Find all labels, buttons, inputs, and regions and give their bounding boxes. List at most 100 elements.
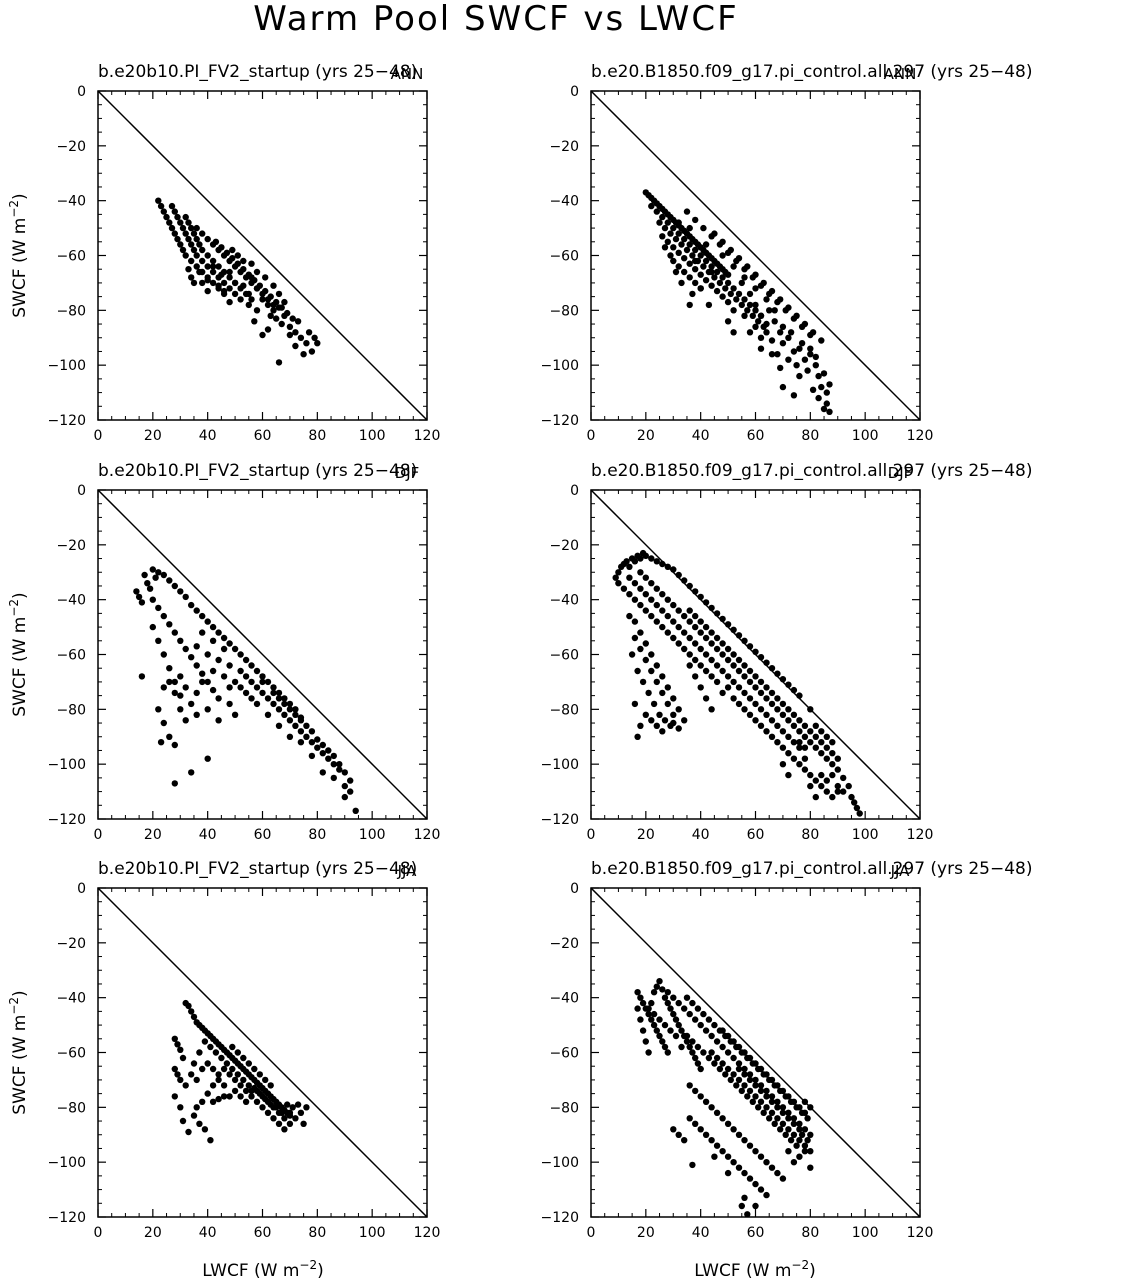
scatter-point — [672, 268, 680, 276]
scatter-point — [193, 1104, 200, 1111]
scatter-point — [648, 667, 655, 675]
scatter-point — [201, 1126, 209, 1133]
scatter-point — [237, 684, 244, 691]
scatter-point — [785, 1093, 792, 1100]
scatter-point — [155, 569, 162, 576]
scatter-point — [325, 755, 332, 762]
scatter-point — [724, 684, 732, 691]
scatter-point — [738, 1087, 745, 1095]
scatter-point — [735, 656, 743, 664]
scatter-point — [708, 268, 715, 276]
scatter-point — [779, 1175, 787, 1182]
scatter-point — [779, 700, 787, 708]
scatter-point — [713, 268, 721, 276]
scatter-point — [735, 1131, 743, 1139]
scatter-point — [774, 722, 781, 729]
scatter-point — [278, 320, 285, 328]
scatter-point — [675, 640, 682, 647]
scatter-point — [749, 312, 756, 319]
scatter-point — [659, 1038, 666, 1045]
scatter-point — [650, 989, 658, 996]
y-tick-label: 0 — [570, 881, 579, 897]
scatter-point — [284, 1101, 291, 1108]
scatter-point — [229, 1065, 236, 1073]
scatter-point — [160, 208, 167, 215]
scatter-point — [168, 202, 176, 210]
scatter-point — [209, 667, 217, 675]
scatter-point — [697, 285, 704, 292]
scatter-point — [653, 983, 660, 990]
scatter-point — [708, 640, 715, 647]
x-tick-label: 60 — [254, 827, 272, 843]
scatter-point — [763, 1087, 770, 1095]
scatter-point — [807, 739, 814, 746]
x-tick-label: 120 — [907, 428, 934, 444]
scatter-point — [692, 1120, 699, 1128]
scatter-point — [793, 312, 800, 319]
scatter-point — [149, 596, 156, 603]
scatter-point — [190, 1060, 198, 1067]
scatter-point — [264, 695, 272, 702]
scatter-point — [204, 1090, 211, 1097]
y-tick-label: −20 — [549, 139, 579, 155]
scatter-point — [752, 1180, 759, 1188]
scatter-point — [785, 304, 792, 311]
scatter-point — [686, 1082, 693, 1089]
scatter-point — [741, 637, 748, 644]
x-tick-label: 100 — [359, 1225, 386, 1241]
x-tick-label: 0 — [587, 827, 596, 843]
scatter-point — [160, 612, 167, 620]
scatter-point — [812, 744, 819, 751]
scatter-point — [722, 1071, 729, 1078]
x-tick-label: 0 — [587, 428, 596, 444]
scatter-point — [659, 986, 666, 993]
scatter-point — [177, 673, 184, 680]
scatter-point — [675, 219, 682, 226]
one-to-one-line — [97, 90, 428, 421]
scatter-point — [689, 1161, 696, 1169]
scatter-point — [749, 1098, 756, 1106]
scatter-point — [697, 684, 704, 691]
scatter-point — [812, 722, 819, 729]
scatter-point — [639, 1027, 647, 1034]
scatter-point — [204, 287, 211, 295]
scatter-point — [683, 1038, 691, 1045]
scatter-point — [755, 1104, 762, 1111]
scatter-point — [670, 711, 677, 718]
scatter-point — [746, 1071, 754, 1078]
scatter-point — [670, 994, 677, 1001]
scatter-point — [702, 695, 710, 702]
scatter-point — [270, 689, 277, 697]
scatter-point — [160, 719, 167, 727]
scatter-point — [201, 1038, 209, 1045]
scatter-point — [177, 1104, 184, 1111]
scatter-point — [823, 733, 830, 740]
scatter-point — [730, 651, 737, 658]
scatter-point — [177, 692, 184, 699]
scatter-point — [801, 1098, 809, 1106]
scatter-point — [686, 1115, 693, 1122]
scatter-point — [264, 326, 272, 333]
x-tick-label: 40 — [199, 1225, 217, 1241]
scatter-point — [196, 241, 203, 248]
scatter-point — [212, 1049, 220, 1056]
scatter-point — [341, 793, 348, 801]
scatter-point — [240, 266, 247, 273]
scatter-point — [648, 596, 655, 603]
scatter-point — [670, 1126, 677, 1133]
scatter-point — [705, 1054, 713, 1062]
y-tick-label: −80 — [549, 1100, 579, 1116]
scatter-point — [245, 290, 252, 298]
scatter-point — [623, 558, 630, 565]
y-tick-label: −40 — [56, 194, 86, 210]
panel-title: b.e20b10.PI_FV2_startup (yrs 25−48) — [98, 62, 417, 82]
scatter-point — [711, 1021, 718, 1029]
y-tick-label: −60 — [549, 1046, 579, 1062]
scatter-point — [782, 1131, 789, 1139]
scatter-point — [199, 678, 206, 686]
scatter-point — [818, 782, 825, 790]
scatter-point — [774, 1098, 781, 1106]
scatter-point — [144, 580, 151, 587]
scatter-point — [752, 1076, 759, 1084]
scatter-point — [681, 1137, 688, 1144]
